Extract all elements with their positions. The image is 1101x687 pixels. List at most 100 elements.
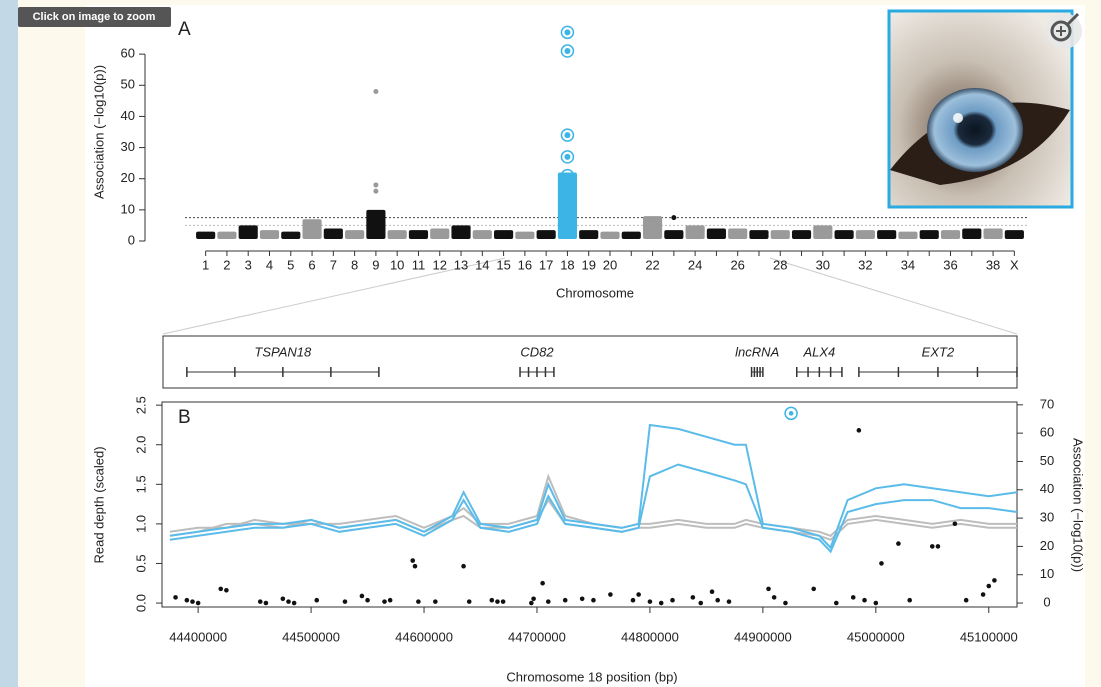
chromosome-cluster	[770, 230, 790, 239]
x-tick-label: 10	[390, 257, 404, 272]
association-dot	[726, 599, 732, 604]
chromosome-cluster	[345, 230, 365, 239]
highlight-ring	[560, 128, 575, 142]
association-dot	[862, 597, 867, 603]
chromosome-cluster	[813, 225, 833, 239]
chromosome-cluster	[983, 228, 1003, 239]
y-tick-label: 60	[121, 46, 135, 61]
x-tick-label: 44400000	[169, 629, 227, 644]
x-tick-label: 36	[943, 257, 957, 272]
association-dot	[766, 586, 771, 592]
y2-tick-label: 10	[1040, 566, 1054, 581]
chromosome-cluster	[706, 228, 726, 239]
x-tick-label: 7	[330, 257, 337, 272]
x-tick-label: 28	[773, 257, 787, 272]
zoom-button[interactable]	[1046, 12, 1082, 49]
association-dot	[992, 578, 997, 583]
x-tick-label: 3	[245, 257, 252, 272]
association-dot	[461, 563, 466, 569]
y2-tick-label: 70	[1040, 396, 1054, 411]
highlight-ring	[560, 150, 575, 164]
point	[373, 89, 379, 95]
association-dot	[591, 597, 596, 603]
gene-label: CD82	[520, 344, 554, 359]
y-axis-label: Read depth (scaled)	[91, 446, 106, 563]
association-dot	[195, 600, 201, 606]
association-dot	[608, 592, 613, 597]
x-tick-label: 15	[496, 257, 510, 272]
association-dot	[466, 599, 472, 604]
association-dot	[342, 599, 348, 604]
panel-label: B	[178, 407, 191, 428]
association-dot	[579, 596, 585, 602]
association-dot	[433, 599, 438, 604]
zoom-connector	[162, 257, 506, 335]
y2-axis-label: Association (−log10(p))	[1071, 438, 1086, 572]
x-tick-label: 44800000	[621, 629, 679, 644]
association-dot	[286, 599, 291, 604]
x-tick-label: 16	[518, 257, 532, 272]
chromosome-cluster	[877, 230, 897, 239]
chromosome-cluster	[451, 225, 471, 239]
association-dot	[562, 597, 568, 603]
chromosome-cluster	[728, 228, 748, 239]
chromosome-cluster	[259, 230, 280, 239]
y2-tick-label: 30	[1040, 510, 1054, 525]
chromosome-cluster	[472, 230, 492, 239]
photo-inset	[887, 9, 1074, 209]
panel-label: A	[178, 19, 191, 40]
x-tick-label: 44500000	[282, 629, 340, 644]
x-axis-label: Chromosome 18 position (bp)	[506, 669, 677, 684]
y2-tick-label: 20	[1040, 538, 1054, 553]
x-tick-label: 44700000	[508, 629, 566, 644]
x-tick-label: 45000000	[847, 629, 905, 644]
x-tick-label: 34	[901, 257, 915, 272]
chromosome-cluster	[302, 219, 322, 239]
association-dot	[952, 521, 958, 527]
y-tick-label: 50	[121, 77, 135, 92]
x-tick-label: 18	[560, 257, 574, 272]
association-dot	[184, 597, 190, 603]
y-tick-label: 0	[128, 232, 135, 247]
association-dot	[540, 580, 545, 586]
point	[373, 182, 379, 188]
x-tick-label: 45100000	[960, 629, 1018, 644]
chromosome-cluster	[919, 230, 939, 239]
association-dot	[986, 583, 992, 589]
zoom-connector	[769, 257, 1018, 335]
chromosome-cluster	[642, 216, 663, 239]
x-tick-label: 22	[645, 257, 659, 272]
plot-frame	[161, 401, 1018, 608]
association-dot	[698, 600, 704, 606]
y-tick-label: 1.5	[133, 475, 148, 493]
zoom-hint[interactable]: Click on image to zoom	[33, 11, 156, 23]
chromosome-cluster	[855, 230, 875, 239]
gene-label: TSPAN18	[254, 344, 312, 359]
highlight-ring	[560, 178, 575, 192]
association-dot	[873, 600, 879, 606]
zoom-hint-badge[interactable]	[18, 7, 171, 27]
chromosome-cluster	[940, 230, 961, 239]
y-tick-label: 20	[121, 170, 135, 185]
y-tick-label: 1.0	[133, 515, 148, 533]
gene-label: ALX4	[802, 344, 835, 359]
gene-label: lncRNA	[735, 344, 779, 359]
y-tick-label: 0.5	[133, 554, 148, 572]
association-dot	[365, 597, 370, 603]
association-dot	[896, 541, 901, 546]
association-dot	[771, 595, 777, 600]
association-dot	[280, 596, 286, 602]
chromosome-cluster	[600, 231, 620, 239]
chromosome-cluster	[238, 225, 258, 239]
point	[564, 48, 571, 55]
depth-line	[169, 423, 1018, 550]
association-dot	[314, 597, 320, 603]
association-dot	[495, 599, 500, 604]
x-tick-label: 44600000	[395, 629, 453, 644]
x-tick-label: 19	[581, 257, 595, 272]
y-tick-label: 0.0	[133, 594, 148, 612]
association-dot	[382, 599, 387, 604]
y2-tick-label: 40	[1040, 481, 1054, 496]
